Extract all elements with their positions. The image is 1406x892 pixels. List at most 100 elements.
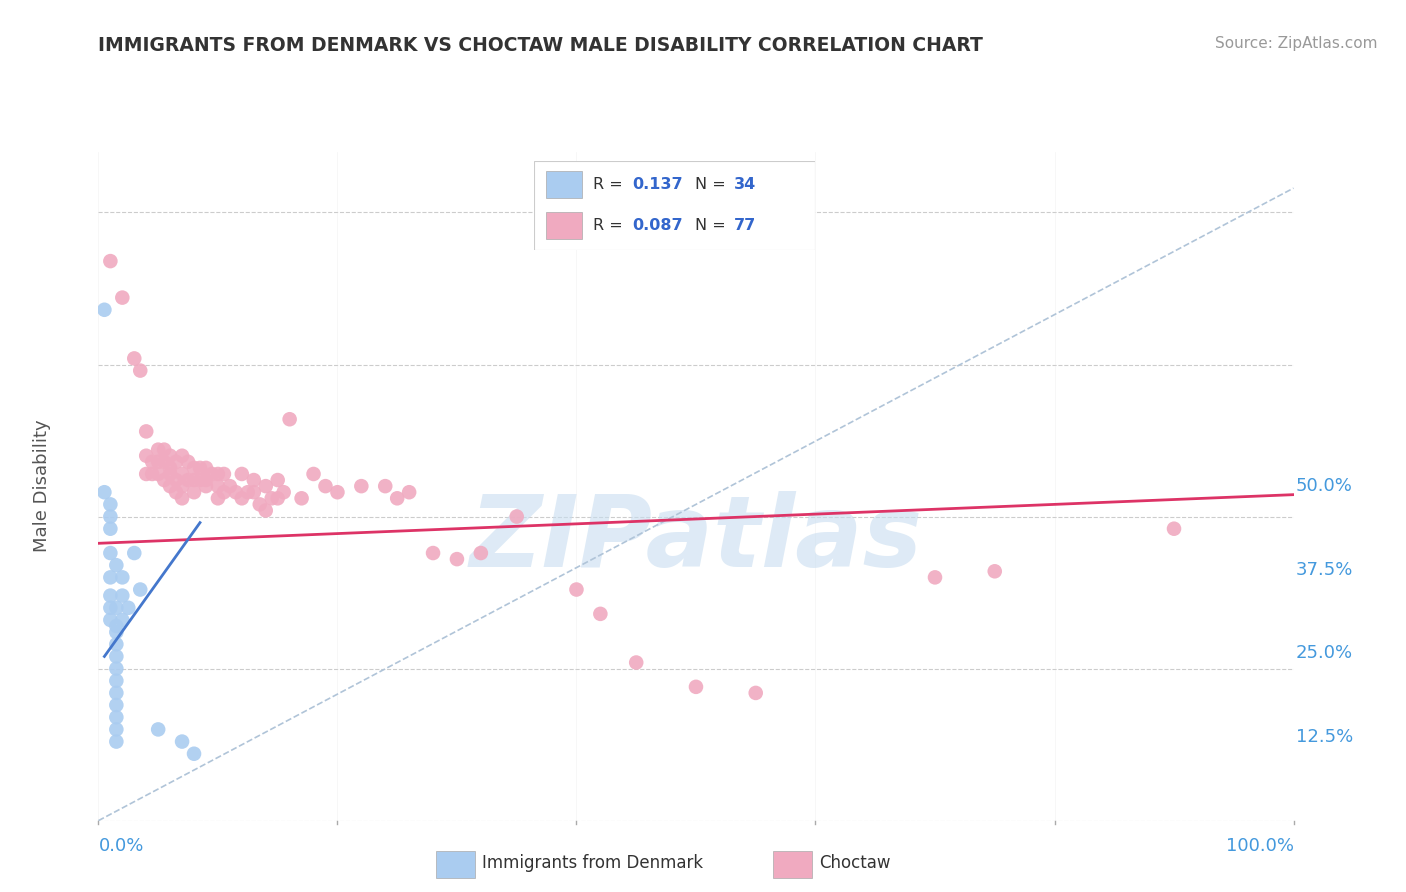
Point	[111, 589, 134, 603]
Text: 50.0%: 50.0%	[1296, 477, 1353, 495]
Point	[194, 461, 217, 475]
Point	[153, 473, 176, 487]
Point	[111, 613, 134, 627]
Text: 0.0%: 0.0%	[98, 838, 143, 855]
Point	[422, 546, 444, 560]
Point	[1163, 522, 1185, 536]
Point	[124, 351, 146, 366]
Text: 12.5%: 12.5%	[1296, 728, 1353, 746]
Point	[254, 503, 277, 517]
Point	[105, 619, 128, 633]
Point	[172, 449, 194, 463]
Text: R =: R =	[593, 178, 628, 192]
Point	[159, 467, 181, 481]
FancyBboxPatch shape	[534, 161, 815, 250]
Point	[249, 497, 271, 511]
Point	[188, 473, 211, 487]
Point	[398, 485, 420, 500]
Point	[194, 479, 217, 493]
Point	[745, 686, 768, 700]
Point	[231, 467, 253, 481]
Text: 37.5%: 37.5%	[1296, 561, 1354, 579]
Point	[470, 546, 492, 560]
Point	[159, 449, 181, 463]
Point	[302, 467, 325, 481]
Point	[589, 607, 612, 621]
Point	[207, 479, 229, 493]
Point	[172, 479, 194, 493]
Text: 0.137: 0.137	[633, 178, 683, 192]
Point	[165, 473, 187, 487]
Point	[446, 552, 468, 566]
Point	[273, 485, 295, 500]
Point	[98, 546, 122, 560]
Point	[105, 710, 128, 724]
Point	[183, 747, 205, 761]
Text: 0.087: 0.087	[633, 219, 683, 233]
Point	[231, 491, 253, 506]
Point	[135, 120, 157, 135]
Point	[135, 425, 157, 439]
Point	[135, 449, 157, 463]
Point	[105, 558, 128, 573]
Point	[129, 582, 152, 597]
Point	[111, 291, 134, 305]
Point	[212, 467, 235, 481]
Point	[148, 723, 170, 737]
Point	[105, 649, 128, 664]
Point	[165, 485, 187, 500]
Point	[111, 570, 134, 584]
Point	[267, 473, 290, 487]
Point	[98, 613, 122, 627]
Bar	[436, 851, 475, 878]
Point	[105, 698, 128, 712]
Point	[243, 485, 266, 500]
Point	[105, 734, 128, 748]
Point	[124, 546, 146, 560]
Text: 34: 34	[734, 178, 756, 192]
Point	[129, 363, 152, 377]
Point	[117, 600, 139, 615]
Point	[243, 473, 266, 487]
Point	[624, 656, 647, 670]
Text: 100.0%: 100.0%	[1226, 838, 1294, 855]
Point	[153, 442, 176, 457]
Point	[141, 467, 163, 481]
Point	[148, 442, 170, 457]
Point	[172, 467, 194, 481]
Text: Male Disability: Male Disability	[32, 420, 51, 552]
Point	[225, 485, 247, 500]
Point	[172, 734, 194, 748]
Point	[153, 455, 176, 469]
Point	[374, 479, 396, 493]
Point	[98, 589, 122, 603]
Point	[105, 662, 128, 676]
Text: 77: 77	[734, 219, 756, 233]
Point	[177, 473, 200, 487]
Point	[267, 491, 290, 506]
Point	[278, 412, 301, 426]
Point	[98, 522, 122, 536]
Point	[105, 625, 128, 640]
Point	[159, 461, 181, 475]
Point	[924, 570, 946, 584]
Point	[236, 485, 259, 500]
Point	[105, 637, 128, 651]
Point	[159, 479, 181, 493]
Bar	[773, 851, 813, 878]
Point	[148, 455, 170, 469]
Point	[159, 84, 181, 98]
Point	[148, 467, 170, 481]
Point	[105, 723, 128, 737]
Text: ZIPatlas: ZIPatlas	[470, 491, 922, 588]
Point	[207, 491, 229, 506]
Point	[188, 461, 211, 475]
Point	[98, 254, 122, 268]
Point	[183, 485, 205, 500]
Point	[172, 491, 194, 506]
Point	[212, 485, 235, 500]
Point	[183, 473, 205, 487]
Point	[326, 485, 349, 500]
Text: Immigrants from Denmark: Immigrants from Denmark	[481, 854, 703, 872]
Bar	[546, 212, 582, 239]
